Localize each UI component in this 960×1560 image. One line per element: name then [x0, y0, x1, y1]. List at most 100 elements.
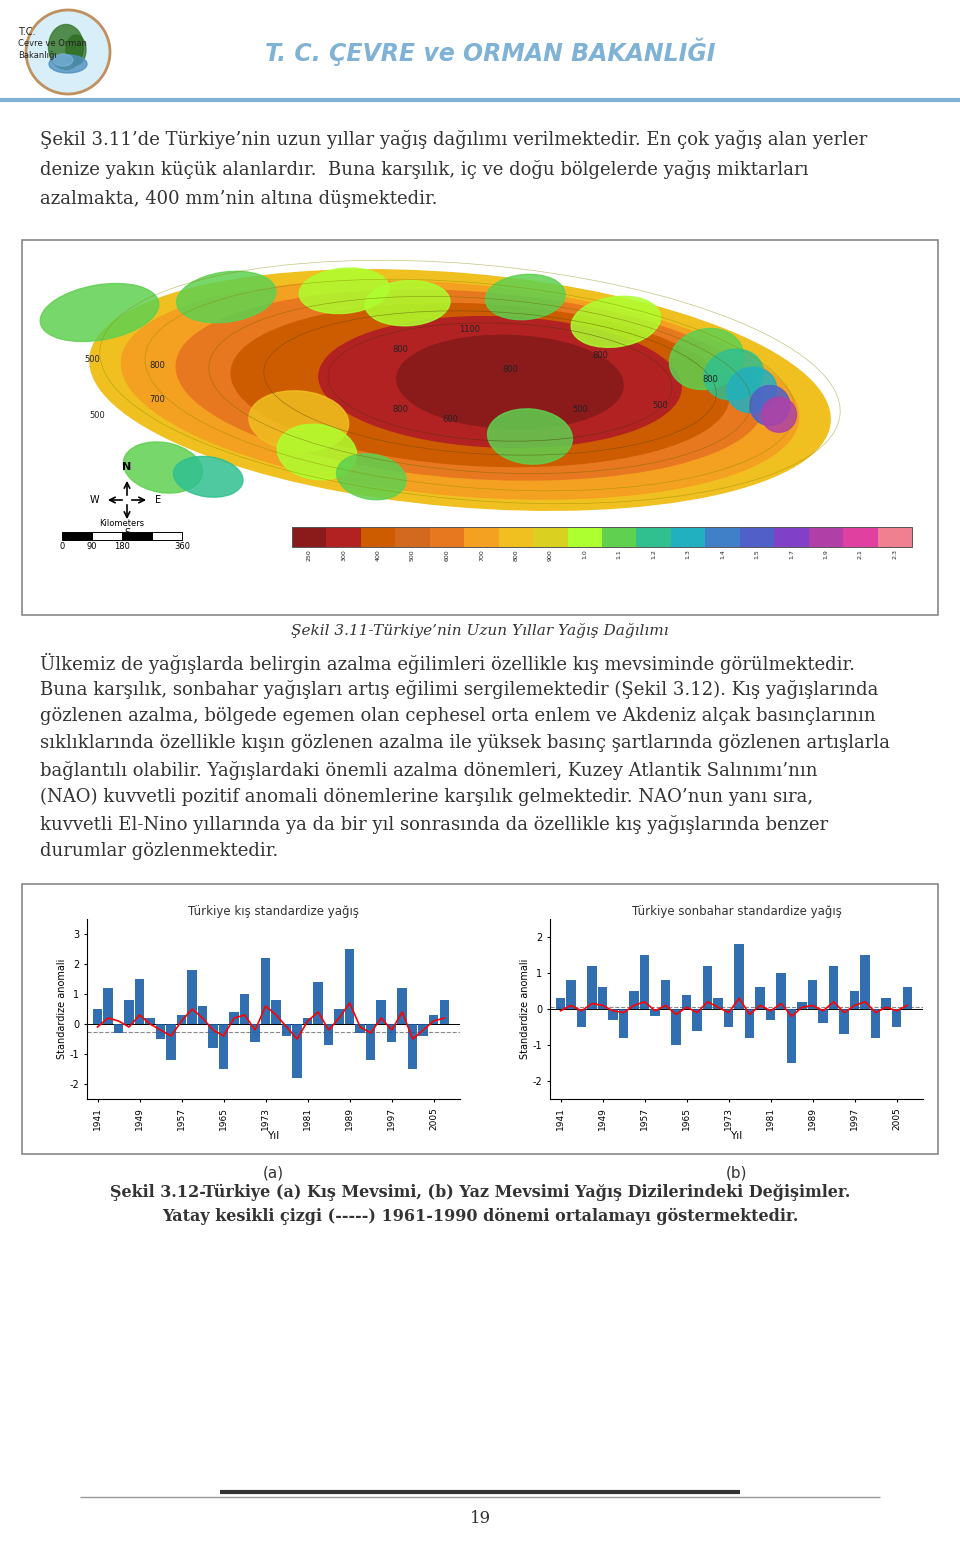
Ellipse shape [66, 34, 86, 66]
Text: Kilometers: Kilometers [100, 519, 145, 527]
Text: 1.2: 1.2 [651, 549, 657, 558]
Bar [533, 527, 567, 548]
Text: 800: 800 [702, 376, 718, 384]
Bar [877, 527, 912, 548]
Text: 800: 800 [514, 549, 518, 560]
Text: 19: 19 [469, 1510, 491, 1527]
Bar [361, 527, 396, 548]
Bar [619, 1009, 628, 1037]
Text: 1.1: 1.1 [616, 549, 622, 558]
Text: 1.4: 1.4 [720, 549, 725, 558]
Text: 1.3: 1.3 [685, 549, 690, 558]
Ellipse shape [123, 441, 203, 493]
Bar [881, 998, 891, 1009]
Bar [93, 1009, 102, 1023]
Ellipse shape [488, 409, 572, 465]
Bar [187, 970, 197, 1023]
Bar [261, 958, 271, 1023]
Text: gözlenen azalma, bölgede egemen olan cephesel orta enlem ve Akdeniz alçak basınç: gözlenen azalma, bölgede egemen olan cep… [40, 707, 876, 725]
Bar [408, 1023, 418, 1069]
Bar [660, 980, 670, 1009]
Bar [808, 527, 843, 548]
Text: (NAO) kuvvetli pozitif anomali dönemlerine karşılık gelmektedir. NAO’nun yanı sı: (NAO) kuvvetli pozitif anomali dönemleri… [40, 788, 813, 807]
Bar [650, 1009, 660, 1016]
Bar [892, 1009, 901, 1026]
Title: Türkiye kış standardize yağış: Türkiye kış standardize yağış [188, 905, 359, 917]
Text: 300: 300 [341, 549, 347, 560]
Ellipse shape [396, 335, 623, 429]
Bar [114, 1023, 123, 1033]
Text: 700: 700 [149, 396, 165, 404]
Bar [850, 991, 859, 1009]
Bar [734, 944, 744, 1009]
Bar [166, 1023, 176, 1059]
Text: Ülkemiz de yağışlarda belirgin azalma eğilimleri özellikle kış mevsiminde görülm: Ülkemiz de yağışlarda belirgin azalma eğ… [40, 654, 855, 674]
Text: 0: 0 [60, 541, 64, 551]
Bar [272, 1000, 281, 1023]
Bar [429, 1016, 439, 1023]
Ellipse shape [231, 304, 729, 466]
Circle shape [26, 9, 110, 94]
Text: 500: 500 [652, 401, 668, 409]
Bar [208, 1023, 218, 1048]
Bar [713, 998, 723, 1009]
Text: S: S [124, 527, 130, 538]
Text: Şekil 3.11-Türkiye’nin Uzun Yıllar Yağış Dağılımı: Şekil 3.11-Türkiye’nin Uzun Yıllar Yağış… [291, 622, 669, 638]
Text: 600: 600 [442, 415, 458, 424]
Bar [326, 527, 361, 548]
FancyBboxPatch shape [22, 885, 938, 1154]
Title: Türkiye sonbahar standardize yağış: Türkiye sonbahar standardize yağış [632, 905, 841, 917]
Text: 1.7: 1.7 [789, 549, 794, 558]
Bar [636, 527, 671, 548]
Bar [839, 1009, 849, 1034]
Ellipse shape [53, 55, 73, 66]
Ellipse shape [174, 457, 243, 498]
Bar [756, 987, 765, 1009]
Text: 1100: 1100 [460, 326, 481, 334]
Bar [703, 966, 712, 1009]
Bar [745, 1009, 755, 1037]
Ellipse shape [49, 25, 84, 70]
Text: (b): (b) [726, 1165, 747, 1181]
Text: bağlantılı olabilir. Yağışlardaki önemli azalma dönemleri, Kuzey Atlantik Salını: bağlantılı olabilir. Yağışlardaki önemli… [40, 761, 818, 780]
Ellipse shape [177, 271, 276, 323]
Bar [566, 980, 576, 1009]
Text: T. C. ÇEVRE ve ORMAN BAKANLIĞI: T. C. ÇEVRE ve ORMAN BAKANLIĞI [265, 37, 715, 66]
Bar [602, 527, 636, 548]
Bar [134, 980, 144, 1023]
Bar [152, 532, 182, 540]
Bar [303, 1019, 312, 1023]
Text: 250: 250 [307, 549, 312, 560]
Bar [313, 981, 323, 1023]
Bar [740, 527, 774, 548]
Bar [396, 527, 430, 548]
Text: 500: 500 [410, 549, 415, 560]
Text: 800: 800 [392, 406, 408, 415]
Text: 1.9: 1.9 [824, 549, 828, 558]
Text: Bakanlığı: Bakanlığı [18, 51, 57, 61]
Bar [229, 1012, 239, 1023]
Bar [440, 1000, 449, 1023]
Text: 800: 800 [592, 351, 608, 359]
Text: 600: 600 [444, 549, 449, 560]
Bar [609, 1009, 618, 1020]
Bar [671, 1009, 681, 1045]
FancyBboxPatch shape [22, 240, 938, 615]
Bar [293, 1023, 301, 1078]
Text: Buna karşılık, sonbahar yağışları artış eğilimi sergilemektedir (Şekil 3.12). Kı: Buna karşılık, sonbahar yağışları artış … [40, 680, 878, 699]
Bar [376, 1000, 386, 1023]
Bar [334, 1009, 344, 1023]
Bar [124, 1000, 133, 1023]
Bar [92, 532, 122, 540]
Bar [860, 955, 870, 1009]
Ellipse shape [727, 367, 777, 413]
Ellipse shape [486, 275, 565, 320]
Ellipse shape [249, 392, 348, 451]
Text: 180: 180 [114, 541, 130, 551]
Bar [774, 527, 808, 548]
Text: 2.3: 2.3 [892, 549, 898, 558]
Bar [588, 966, 597, 1009]
Bar [639, 955, 649, 1009]
X-axis label: Yıl: Yıl [731, 1131, 743, 1140]
Bar [177, 1016, 186, 1023]
